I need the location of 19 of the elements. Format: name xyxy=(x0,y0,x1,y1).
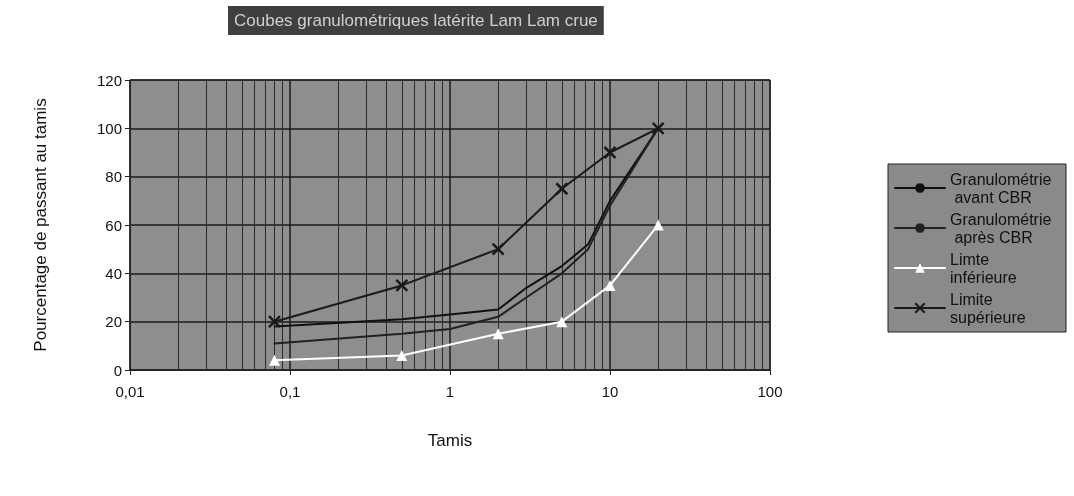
y-tick-label: 60 xyxy=(105,216,122,234)
y-axis-title: Pourcentage de passant au tamis xyxy=(30,98,50,352)
x-tick-label: 0,1 xyxy=(279,383,301,400)
y-tick-label: 80 xyxy=(105,168,122,186)
y-tick-label: 120 xyxy=(96,71,122,89)
y-tick-label: 0 xyxy=(113,361,122,379)
x-axis-title: Tamis xyxy=(427,431,473,450)
y-tick-label: 20 xyxy=(105,313,122,331)
x-tick-label: 100 xyxy=(757,383,783,400)
legend-label: Granulométrie après CBR xyxy=(950,210,1052,246)
x-tick-label: 10 xyxy=(601,383,619,400)
y-tick-label: 100 xyxy=(96,119,122,137)
legend-label: Limite supérieure xyxy=(950,290,1026,326)
y-tick-label: 40 xyxy=(105,264,122,282)
x-tick-label: 0,01 xyxy=(115,383,145,400)
legend-label: Granulométrie avant CBR xyxy=(950,170,1052,206)
x-tick-label: 1 xyxy=(445,383,455,400)
legend-label: Limte inférieure xyxy=(950,250,1017,286)
chart-title: Coubes granulométriques latérite Lam Lam crue xyxy=(234,11,598,30)
